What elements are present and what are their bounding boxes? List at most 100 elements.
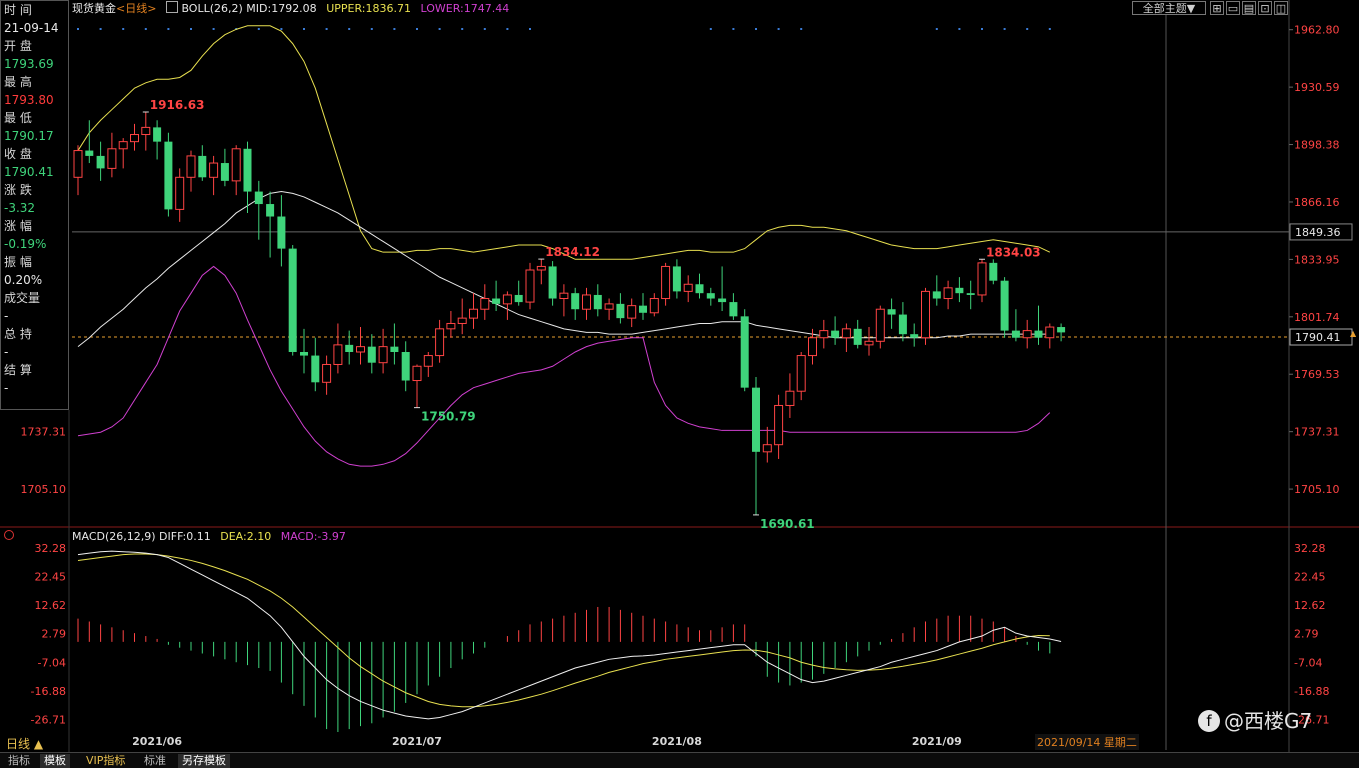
event-marker — [755, 28, 757, 30]
extreme-price-label: 1916.63 — [150, 98, 205, 112]
candle-body-down — [853, 328, 862, 345]
event-marker — [958, 28, 961, 30]
boll-lower-line — [77, 265, 1051, 467]
event-marker — [393, 28, 396, 30]
indicator-toggle-icon[interactable] — [165, 1, 178, 13]
boll-mid: MID:1792.08 — [246, 2, 317, 15]
tab-standard[interactable]: 标准 — [144, 754, 166, 767]
candle-body-down — [164, 141, 173, 210]
candle-body-up — [73, 150, 83, 178]
last-price-box — [1289, 328, 1353, 346]
grid-icon[interactable]: ⊞ — [1210, 1, 1224, 15]
event-marker — [1048, 28, 1051, 30]
event-marker — [257, 28, 260, 30]
boll-label[interactable]: BOLL(26,2) — [181, 2, 243, 15]
candle-body-down — [85, 150, 94, 156]
restore-icon[interactable]: ◫ — [1274, 1, 1288, 15]
tab-save-template[interactable]: 另存模板 — [178, 754, 230, 768]
watermark-text: @西楼G7 — [1224, 709, 1313, 733]
tab-vip-indicators[interactable]: VIP指标 — [86, 754, 126, 767]
event-marker — [303, 28, 305, 30]
instrument-name: 现货黄金 — [72, 2, 116, 15]
x-axis-label: 2021/06 — [132, 735, 182, 748]
macd-dea-line — [77, 553, 1050, 708]
boll-upper-line — [77, 25, 1051, 260]
candle-body-down — [548, 266, 557, 299]
event-marker — [144, 28, 147, 30]
candle-body-up — [875, 308, 885, 342]
macd-diff-line — [77, 550, 1062, 720]
candle-body-down — [752, 387, 760, 452]
tab-indicators[interactable]: 指标 — [8, 754, 30, 767]
event-marker — [190, 28, 192, 30]
candle-body-down — [311, 355, 320, 383]
macd-left-tick-label: 2.79 — [42, 628, 67, 641]
candle-body-up — [457, 317, 467, 324]
candle-body-up — [627, 305, 637, 319]
period-tag: <日线> — [116, 2, 157, 15]
candle-body-up — [864, 340, 874, 346]
candle-body-down — [266, 204, 275, 217]
candle-body-down — [1011, 330, 1020, 338]
bottom-toolbar: 指标 模板 VIP指标 标准 另存模板 — [0, 752, 1359, 768]
crosshair-price-box — [1289, 223, 1353, 241]
macd-settings-icon[interactable] — [4, 530, 14, 540]
event-marker — [325, 28, 328, 30]
candle-body-up — [378, 346, 388, 364]
macd-dea: DEA:2.10 — [220, 530, 272, 543]
event-marker — [438, 28, 441, 30]
close-label: 收 盘 — [4, 147, 32, 161]
tab-templates[interactable]: 模板 — [40, 754, 70, 768]
date-value: 21-09-14 — [4, 21, 59, 35]
price-tick-label: 1705.10 — [1294, 483, 1340, 496]
candle-body-down — [955, 287, 964, 294]
candle-body-down — [1034, 330, 1043, 338]
macd-left-tick-label: -26.71 — [31, 714, 66, 727]
period-selector[interactable]: 日线 ▲ — [6, 737, 44, 751]
layout-icon[interactable]: ▤ — [1242, 1, 1256, 15]
event-marker — [483, 28, 486, 30]
macd-left-tick-label: 12.62 — [35, 599, 67, 612]
change-label: 涨 跌 — [4, 183, 32, 197]
x-axis-label: 2021/08 — [652, 735, 702, 748]
candle-body-up — [977, 262, 987, 296]
boll-upper: UPPER:1836.71 — [326, 2, 411, 15]
candle-body-down — [672, 266, 681, 292]
open-value: 1793.69 — [4, 57, 54, 71]
candle-body-down — [898, 314, 907, 335]
boll-mid-line — [77, 191, 1050, 348]
event-marker — [461, 28, 464, 30]
macd-right-tick-label: -16.88 — [1294, 685, 1329, 698]
event-marker — [416, 28, 418, 30]
candle-body-up — [469, 308, 478, 319]
macd-label[interactable]: MACD(26,12,9) — [72, 530, 156, 543]
candle-body-up — [582, 294, 591, 310]
candle-body-down — [932, 291, 941, 299]
close-value: 1790.41 — [4, 165, 54, 179]
change-value: -3.32 — [4, 201, 36, 215]
candle-body-up — [322, 363, 332, 383]
price-tick-label: 1930.59 — [1294, 81, 1340, 94]
event-marker — [1026, 28, 1029, 30]
theme-dropdown[interactable]: 全部主题▼ — [1132, 1, 1206, 15]
candle-body-up — [762, 444, 772, 453]
expand-icon[interactable]: ⊡ — [1258, 1, 1272, 15]
candle-body-up — [107, 148, 117, 169]
candle-body-up — [785, 390, 795, 406]
price-tick-label: 1898.38 — [1294, 139, 1340, 152]
event-marker — [212, 28, 215, 30]
event-marker — [77, 28, 79, 30]
macd-right-tick-label: -7.04 — [1294, 656, 1322, 669]
candle-body-up — [446, 322, 456, 330]
event-marker — [370, 28, 373, 30]
macd-right-tick-label: 12.62 — [1294, 599, 1326, 612]
candle-body-up — [141, 126, 151, 136]
last-price-label: 1790.41 — [1295, 331, 1341, 344]
candle-body-up — [118, 141, 128, 150]
extreme-price-label: 1750.79 — [421, 410, 476, 424]
minimize-icon[interactable]: ▭ — [1226, 1, 1240, 15]
low-label: 最 低 — [4, 111, 32, 125]
pct-label: 涨 幅 — [4, 219, 32, 233]
volume-label: 成交量 — [4, 291, 41, 305]
